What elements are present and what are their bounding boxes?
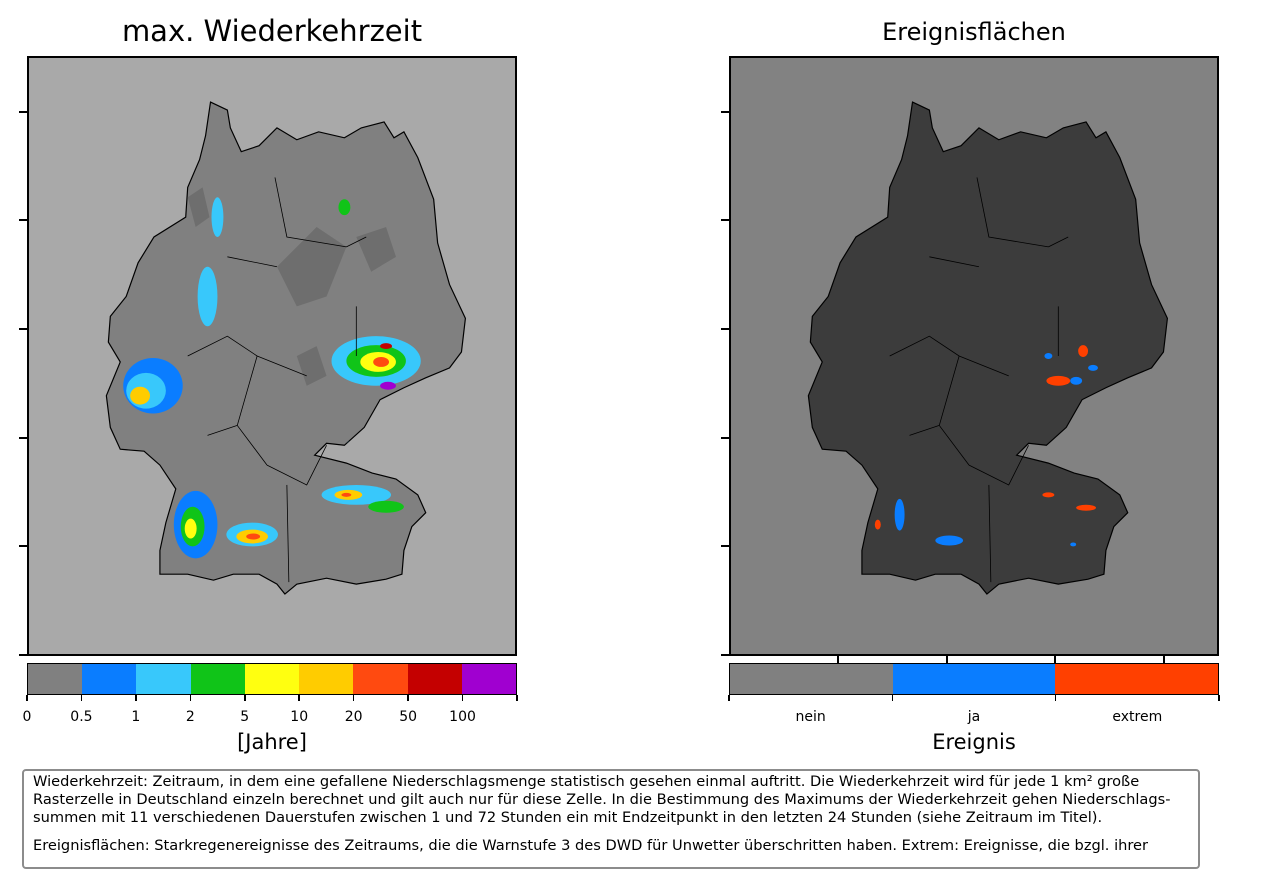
- colorbar-tick: [461, 695, 464, 701]
- right-colorbar-top-tick: [946, 656, 948, 663]
- colorbar-tick: [80, 695, 83, 701]
- right-map-ytick: [721, 545, 729, 547]
- colorbar-tick-label: 1: [131, 709, 141, 725]
- colorbar-swatch: [244, 664, 300, 694]
- colorbar-tick-label: 10: [290, 709, 309, 725]
- right-colorbar-top-tick: [1054, 656, 1056, 663]
- colorbar-tick: [516, 695, 518, 701]
- explanation-event-areas: Ereignisflächen: Starkregenereignisse de…: [33, 837, 1149, 854]
- colorbar-tick: [26, 695, 28, 701]
- colorbar-swatch: [1055, 664, 1219, 694]
- colorbar-swatch: [730, 664, 893, 694]
- colorbar-tick-label: 2: [185, 709, 195, 725]
- colorbar-category-label: extrem: [1112, 709, 1163, 725]
- colorbar-swatch: [892, 664, 1056, 694]
- right-panel-title: Ereignisflächen: [882, 18, 1066, 46]
- germany-map-left: [105, 101, 467, 595]
- colorbar-swatch: [190, 664, 245, 694]
- colorbar-tick-label: 20: [344, 709, 363, 725]
- colorbar-tick: [189, 695, 192, 701]
- colorbar-tick: [352, 695, 355, 701]
- event-area-map: [729, 56, 1219, 656]
- right-colorbar-top-tick: [1163, 656, 1165, 663]
- colorbar-tick-label: 0: [22, 709, 32, 725]
- colorbar-swatch: [299, 664, 354, 694]
- right-colorbar-top-tick: [837, 656, 839, 663]
- colorbar-tick: [728, 695, 730, 701]
- colorbar-tick-label: 100: [449, 709, 476, 725]
- colorbar-tick: [891, 695, 894, 701]
- right-map-ytick: [721, 437, 729, 439]
- colorbar-tick: [298, 695, 300, 701]
- right-map-ytick: [721, 111, 729, 113]
- right-map-ytick: [721, 219, 729, 221]
- left-map-ytick: [19, 437, 27, 439]
- left-map-ytick: [19, 654, 27, 656]
- left-map-ytick: [19, 328, 27, 330]
- colorbar-swatch: [461, 664, 516, 694]
- left-panel-title: max. Wiederkehrzeit: [121, 14, 423, 48]
- colorbar-tick-label: 50: [399, 709, 418, 725]
- colorbar-tick-label: 0.5: [70, 709, 93, 725]
- left-map-ytick: [19, 545, 27, 547]
- colorbar-tick-label: 5: [240, 709, 250, 725]
- return-period-colorbar-title: [Jahre]: [237, 730, 307, 754]
- colorbar-swatch: [353, 664, 408, 694]
- colorbar-swatch: [136, 664, 191, 694]
- explanation-return-period: Wiederkehrzeit: Zeitraum, in dem eine ge…: [33, 773, 1171, 826]
- event-colorbar: [729, 663, 1219, 695]
- colorbar-swatch: [82, 664, 137, 694]
- germany-map-right: [807, 101, 1169, 595]
- left-map-ytick: [19, 219, 27, 221]
- explanation-box: Wiederkehrzeit: Zeitraum, in dem eine ge…: [22, 769, 1200, 869]
- colorbar-tick: [244, 695, 246, 701]
- colorbar-swatch: [407, 664, 462, 694]
- colorbar-tick: [407, 695, 409, 701]
- right-map-ytick: [721, 654, 729, 656]
- colorbar-tick: [135, 695, 137, 701]
- return-period-map: [27, 56, 517, 656]
- event-colorbar-title: Ereignis: [932, 730, 1016, 754]
- colorbar-tick: [1054, 695, 1057, 701]
- colorbar-category-label: nein: [795, 709, 826, 725]
- colorbar-swatch: [28, 664, 83, 694]
- left-map-ytick: [19, 111, 27, 113]
- right-map-ytick: [721, 328, 729, 330]
- colorbar-category-label: ja: [967, 709, 981, 725]
- return-period-colorbar: [27, 663, 517, 695]
- colorbar-tick: [1218, 695, 1220, 701]
